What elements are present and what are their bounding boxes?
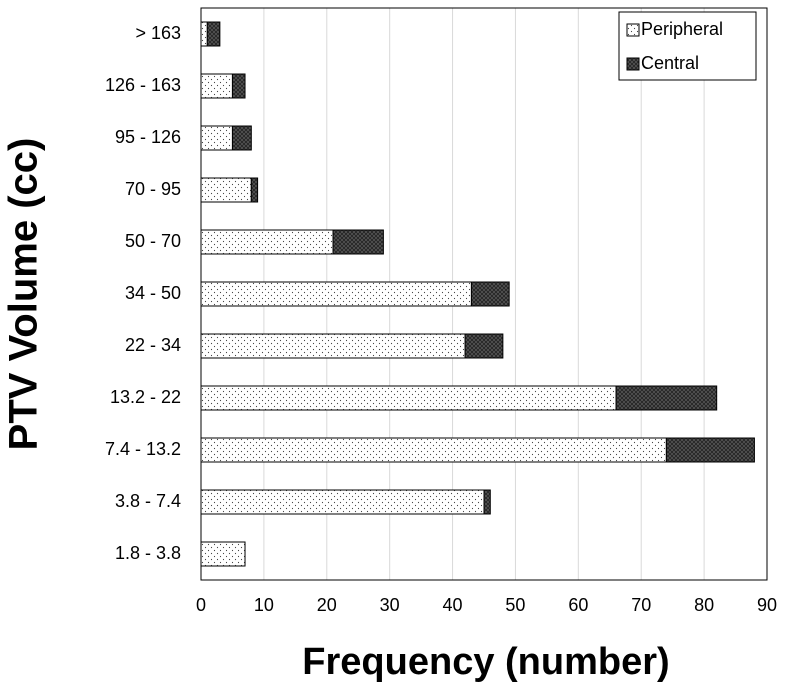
y-tick-label: 34 - 50 (125, 283, 181, 303)
bar-segment (231, 73, 246, 99)
y-tick-label: 22 - 34 (125, 335, 181, 355)
bar-segment (470, 281, 510, 307)
y-tick-label: 95 - 126 (115, 127, 181, 147)
x-tick-label: 10 (254, 595, 274, 615)
legend-label: Central (641, 53, 699, 73)
y-tick-label: 13.2 - 22 (110, 387, 181, 407)
bar-segment (200, 177, 252, 203)
y-axis-title: PTV Volume (cc) (2, 138, 46, 451)
bar-segment (200, 281, 472, 307)
bar-segment (250, 177, 259, 203)
legend-label: Peripheral (641, 19, 723, 39)
x-axis-title: Frequency (number) (302, 641, 669, 683)
bar-segment (200, 73, 233, 99)
x-tick-label: 30 (380, 595, 400, 615)
y-tick-label: 3.8 - 7.4 (115, 491, 181, 511)
bar-segment (200, 437, 667, 463)
y-tick-label: 7.4 - 13.2 (105, 439, 181, 459)
x-tick-label: 90 (757, 595, 777, 615)
x-tick-label: 60 (568, 595, 588, 615)
bar-segment (231, 125, 252, 151)
x-tick-label: 80 (694, 595, 714, 615)
x-tick-label: 40 (443, 595, 463, 615)
x-tick-label: 50 (505, 595, 525, 615)
x-tick-label: 0 (196, 595, 206, 615)
legend-swatch (626, 23, 640, 37)
y-tick-label: 126 - 163 (105, 75, 181, 95)
x-tick-label: 70 (631, 595, 651, 615)
bar-segment (332, 229, 384, 255)
bar-segment (464, 333, 504, 359)
bar-segment (200, 541, 246, 567)
bar-segment (615, 385, 718, 411)
y-tick-label: 70 - 95 (125, 179, 181, 199)
legend-box (618, 11, 757, 81)
bar-segment (200, 229, 334, 255)
bar-segment (200, 21, 208, 47)
y-tick-label: 1.8 - 3.8 (115, 543, 181, 563)
bar-segment (200, 125, 233, 151)
y-tick-label: > 163 (135, 23, 181, 43)
bar-segment (206, 21, 221, 47)
bar-segment (200, 385, 617, 411)
bar-segment (483, 489, 491, 515)
bar-segment (200, 333, 466, 359)
legend-swatch (626, 57, 640, 71)
bar-segment (200, 489, 485, 515)
bar-segment (665, 437, 755, 463)
y-tick-label: 50 - 70 (125, 231, 181, 251)
x-tick-label: 20 (317, 595, 337, 615)
